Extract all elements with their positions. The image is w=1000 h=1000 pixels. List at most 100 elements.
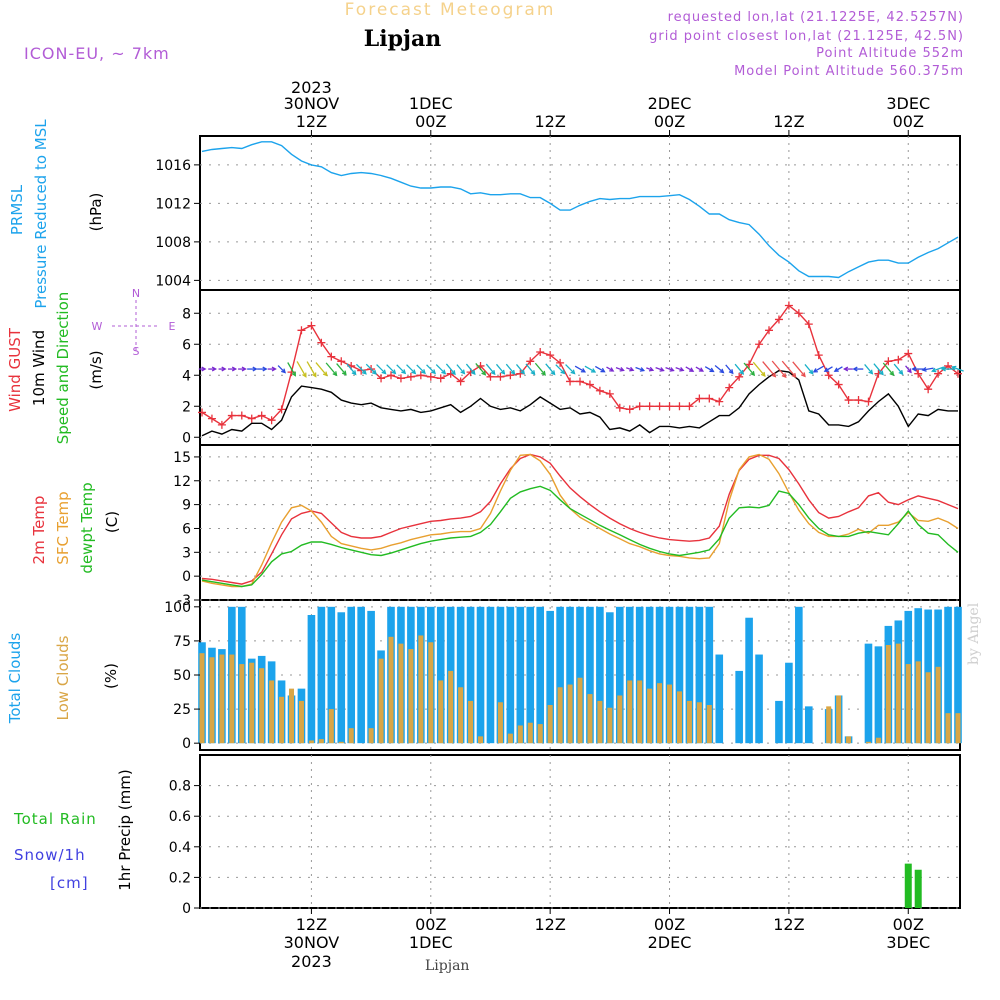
gust-point xyxy=(595,386,604,395)
low-clouds-label: Low Clouds xyxy=(54,635,72,720)
wind-arrow-head xyxy=(921,366,927,372)
wind-arrow-head xyxy=(669,367,675,372)
gust-point xyxy=(566,377,575,386)
total-cloud-bar xyxy=(506,606,515,744)
temp-2m-label: 2m Temp xyxy=(30,496,48,565)
wind-arrow-head xyxy=(322,371,328,377)
pressure-reduced-label: Pressure Reduced to MSL xyxy=(32,119,50,309)
prmsl-label: PRMSL xyxy=(8,184,26,235)
low-cloud-bar xyxy=(885,645,891,744)
gust-point xyxy=(387,371,395,380)
series-line-wind-0 xyxy=(201,304,959,426)
gust-point xyxy=(725,383,734,392)
low-cloud-bar xyxy=(328,709,334,744)
total-cloud-bar xyxy=(476,606,485,744)
wind-arrow xyxy=(792,361,806,377)
total-cloud-bar xyxy=(954,606,962,744)
wind-arrow-head xyxy=(281,368,287,374)
low-cloud-bar xyxy=(925,672,931,744)
wind-arrow-head xyxy=(201,366,207,372)
wind-arrow-head xyxy=(739,369,745,375)
wind-arrow-head xyxy=(898,369,904,376)
top-time-label: 00Z xyxy=(415,112,446,131)
low-cloud-bar xyxy=(846,736,852,744)
top-time-label: 30NOV xyxy=(284,94,340,113)
low-cloud-bar xyxy=(905,664,911,744)
gust-point xyxy=(615,403,624,412)
y-tick-label-precip: 0.2 xyxy=(169,870,191,886)
series-line-wind-1 xyxy=(201,369,958,437)
total-cloud-bar xyxy=(645,606,654,744)
wind-arrow xyxy=(762,361,776,377)
gust-point xyxy=(456,377,465,386)
total-cloud-bar xyxy=(775,700,783,744)
low-cloud-bar xyxy=(706,705,712,744)
rain-bar xyxy=(904,863,912,908)
y-tick-label-precip: 0.8 xyxy=(169,779,191,795)
panel-frames xyxy=(199,135,961,909)
wind-unit: (m/s) xyxy=(87,350,105,389)
wind-arrow-head xyxy=(361,369,367,375)
total-cloud-bar xyxy=(496,606,505,744)
gust-point xyxy=(526,357,535,366)
wind-arrow-head xyxy=(411,369,417,375)
total-cloud-bar xyxy=(317,606,326,744)
low-cloud-bar xyxy=(537,724,543,744)
total-cloud-bar xyxy=(596,606,604,744)
wind-arrow xyxy=(465,363,476,375)
gust-point xyxy=(924,385,933,394)
gust-point xyxy=(277,405,286,414)
total-cloud-bar xyxy=(755,654,763,744)
wind-arrow xyxy=(882,362,894,376)
rain-bar xyxy=(914,869,922,908)
wind-arrow-head xyxy=(709,367,715,373)
top-time-label: 00Z xyxy=(893,112,924,131)
low-cloud-bar xyxy=(865,741,871,744)
gust-point xyxy=(834,380,843,389)
series-line-pressure-0 xyxy=(201,141,959,279)
gust-point xyxy=(247,414,256,423)
y-tick-label-clouds: 50 xyxy=(173,668,191,684)
wind-arrow-head xyxy=(341,370,347,376)
wind-arrow-head xyxy=(833,367,839,372)
low-cloud-bar xyxy=(478,736,484,744)
station-name: Lipjan xyxy=(363,26,442,52)
wind-arrow xyxy=(515,364,525,375)
low-cloud-bar xyxy=(308,740,314,744)
compass-letter: N xyxy=(132,287,140,300)
wind-arrow xyxy=(365,363,377,375)
gust-point xyxy=(635,402,644,411)
total-cloud-bar xyxy=(556,606,564,744)
wind-arrow-head xyxy=(600,367,606,373)
wind-arrow xyxy=(406,364,416,374)
axis-ticks: 1004 1008 1012 1016 0 2 4 6 8 -3 0 3 6 9 12 15 0 25 50 75 10… xyxy=(155,158,200,917)
wind-arrow xyxy=(952,366,964,372)
low-cloud-bar xyxy=(577,677,583,744)
wind-arrow-head xyxy=(332,371,338,377)
gust-point xyxy=(625,405,634,414)
precip-unit: 1hr Precip (mm) xyxy=(116,769,134,890)
wind-arrow-head xyxy=(271,366,277,372)
wind-arrow-head xyxy=(560,369,566,375)
total-cloud-bar xyxy=(665,606,674,744)
wind-arrow-head xyxy=(311,372,317,378)
gust-point xyxy=(774,315,783,324)
total-cloud-bar xyxy=(735,670,743,744)
total-cloud-bar xyxy=(804,706,813,744)
total-cloud-bar xyxy=(695,606,704,744)
wind-gust-label: Wind GUST xyxy=(6,327,24,412)
total-cloud-bar xyxy=(655,606,664,744)
wind-arrow xyxy=(525,363,536,375)
low-cloud-bar xyxy=(676,691,682,744)
wind-arrow-head xyxy=(231,366,238,372)
low-cloud-bar xyxy=(696,702,702,744)
low-cloud-bar xyxy=(657,683,663,744)
wind-arrow xyxy=(565,364,575,374)
low-cloud-bar xyxy=(895,643,901,744)
gust-point xyxy=(745,360,754,369)
wind-arrow-head xyxy=(580,368,587,373)
total-cloud-bar xyxy=(357,606,365,744)
total-cloud-bar xyxy=(675,606,684,744)
panel-frame-pressure xyxy=(199,135,961,291)
